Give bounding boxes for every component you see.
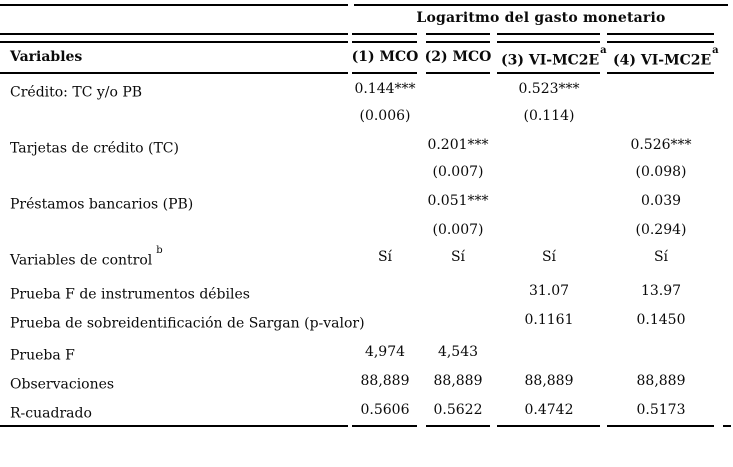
column-header-model-4: (4) VI-MC2Ea: [613, 45, 719, 71]
column-header-model-3: (3) VI-MC2Ea: [501, 45, 607, 71]
column-header-variables: Variables: [10, 49, 83, 65]
bottom-rule-right-dash: [723, 425, 731, 427]
table-row: Prueba de sobreidentificación de Sargan …: [0, 311, 733, 332]
bottom-rule-segment: [607, 425, 714, 427]
row-label: [10, 221, 14, 243]
table-row: Crédito: TC y/o PB 0.144*** 0.523***: [0, 80, 733, 101]
cell-col2: 0.5622: [433, 402, 483, 418]
cell-col1: 4,974: [364, 344, 406, 360]
bottom-rule-segment: [0, 425, 348, 427]
row-label-superscript: b: [156, 245, 163, 256]
cell-col3: (0.114): [523, 108, 575, 124]
row-label: R-cuadrado: [10, 401, 96, 423]
double-rule-top-segment: [607, 33, 714, 35]
table-row: Prueba F de instrumentos débiles 31.07 1…: [0, 282, 733, 303]
row-label: Préstamos bancarios (PB): [10, 192, 197, 214]
table-row: Tarjetas de crédito (TC) 0.201*** 0.526*…: [0, 136, 733, 157]
header-rule-segment: [497, 72, 600, 74]
row-label-text: Tarjetas de crédito (TC): [10, 140, 179, 157]
cell-col2: 88,889: [433, 373, 483, 389]
row-label: Prueba F de instrumentos débiles: [10, 282, 254, 304]
header-rule-segment: [0, 72, 348, 74]
table-row: Variables de controlb Sí Sí Sí Sí: [0, 245, 733, 269]
cell-col3: Sí: [541, 249, 557, 265]
double-rule-top-segment: [0, 33, 348, 35]
cell-col3: 0.523***: [518, 81, 580, 97]
row-label: Tarjetas de crédito (TC): [10, 136, 183, 158]
column-header-model-4-superscript: a: [712, 45, 719, 56]
cell-col4: 13.97: [640, 283, 682, 299]
column-header-model-3-superscript: a: [600, 45, 607, 56]
cell-col4: Sí: [653, 249, 669, 265]
row-label: Prueba F: [10, 343, 79, 365]
row-label: Prueba de sobreidentificación de Sargan …: [10, 311, 369, 333]
double-rule-bottom-segment: [426, 41, 490, 43]
cell-col4: (0.294): [635, 222, 687, 238]
bottom-rule-segment: [426, 425, 490, 427]
cell-col4: 0.5173: [636, 402, 686, 418]
cell-col3: 0.4742: [524, 402, 574, 418]
header-rule-segment: [607, 72, 714, 74]
header-rule-segment: [426, 72, 490, 74]
cell-col2: (0.007): [432, 222, 484, 238]
cell-col1: 0.5606: [360, 402, 410, 418]
row-label: [10, 107, 14, 129]
double-rule-top-segment: [426, 33, 490, 35]
bottom-rule-segment: [352, 425, 417, 427]
double-rule-bottom-segment: [607, 41, 714, 43]
cell-col3: 88,889: [524, 373, 574, 389]
column-header-model-1: (1) MCO: [351, 49, 419, 65]
table-row: R-cuadrado 0.5606 0.5622 0.4742 0.5173: [0, 401, 733, 422]
table-row: (0.007) (0.098): [0, 163, 733, 181]
row-label-text: Préstamos bancarios (PB): [10, 196, 194, 213]
column-header-model-4-label: (4) VI-MC2E: [613, 52, 712, 69]
row-label-text: Observaciones: [10, 376, 115, 393]
cell-col2: 0.201***: [427, 137, 489, 153]
double-rule-bottom-segment: [0, 41, 348, 43]
column-header-model-3-label: (3) VI-MC2E: [501, 52, 600, 69]
row-label: Crédito: TC y/o PB: [10, 80, 146, 102]
cell-col2: (0.007): [432, 164, 484, 180]
row-label-text: Crédito: TC y/o PB: [10, 84, 143, 101]
cell-col4: (0.098): [635, 164, 687, 180]
row-label-text: Variables de control: [10, 252, 153, 269]
table-row: Prueba F 4,974 4,543: [0, 343, 733, 364]
bottom-rule-segment: [497, 425, 600, 427]
column-header-model-2: (2) MCO: [424, 49, 492, 65]
table-row: Observaciones 88,889 88,889 88,889 88,88…: [0, 372, 733, 393]
cell-col2: 0.051***: [427, 193, 489, 209]
cell-col2: Sí: [450, 249, 466, 265]
cell-col3: 0.1161: [524, 312, 574, 328]
cell-col3: 31.07: [528, 283, 570, 299]
cell-col1: 88,889: [360, 373, 410, 389]
row-label: Observaciones: [10, 372, 118, 394]
cell-col2: 4,543: [437, 344, 479, 360]
cell-col1: Sí: [377, 249, 393, 265]
row-label-text: Prueba F de instrumentos débiles: [10, 286, 250, 303]
row-label-text: Prueba F: [10, 347, 75, 364]
cell-col4: 88,889: [636, 373, 686, 389]
double-rule-bottom-segment: [352, 41, 417, 43]
table-row: (0.007) (0.294): [0, 221, 733, 239]
column-header-row: Variables (1) MCO (2) MCO (3) VI-MC2Ea (…: [0, 45, 733, 69]
cell-col1: 0.144***: [354, 81, 416, 97]
double-rule-bottom-segment: [497, 41, 600, 43]
double-rule-top-segment: [497, 33, 600, 35]
row-label: Variables de controlb: [10, 245, 163, 270]
table-row: (0.006) (0.114): [0, 107, 733, 125]
cell-col4: 0.039: [640, 193, 682, 209]
top-rule-left-segment: [0, 4, 348, 6]
row-label-text: R-cuadrado: [10, 405, 92, 422]
cell-col4: 0.526***: [630, 137, 692, 153]
row-label: [10, 163, 14, 185]
cell-col4: 0.1450: [636, 312, 686, 328]
cell-col1: (0.006): [359, 108, 411, 124]
table-row: Préstamos bancarios (PB) 0.051*** 0.039: [0, 192, 733, 213]
row-label-text: Prueba de sobreidentificación de Sargan …: [10, 315, 365, 332]
top-rule-right-segment: [354, 4, 728, 6]
column-group-title: Logaritmo del gasto monetario: [416, 10, 666, 26]
header-rule-segment: [352, 72, 417, 74]
double-rule-top-segment: [352, 33, 417, 35]
